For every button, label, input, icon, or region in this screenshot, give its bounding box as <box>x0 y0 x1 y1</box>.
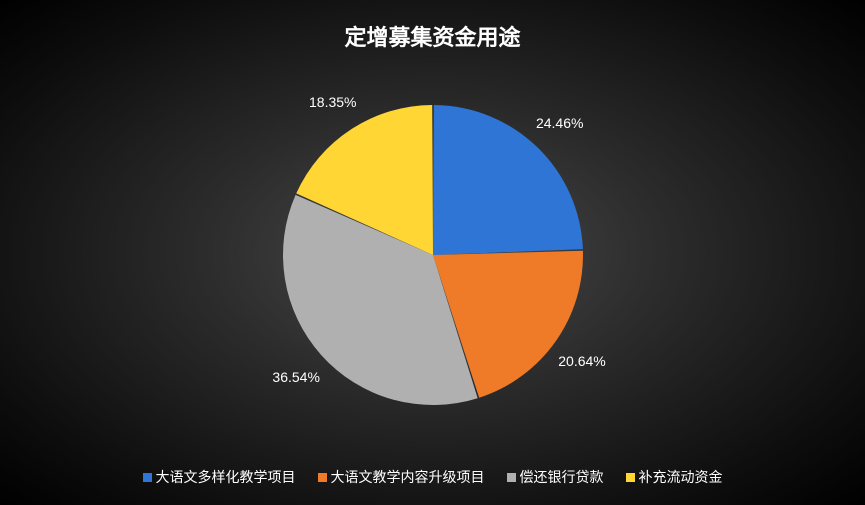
legend-label: 大语文多样化教学项目 <box>156 467 296 487</box>
pct-label: 36.54% <box>272 369 319 385</box>
legend-label: 偿还银行贷款 <box>520 467 604 487</box>
legend-item: 大语文多样化教学项目 <box>143 467 296 487</box>
legend-label: 补充流动资金 <box>639 467 723 487</box>
chart-title: 定增募集资金用途 <box>0 20 865 52</box>
legend-swatch <box>626 473 635 482</box>
legend-swatch <box>143 473 152 482</box>
pie-chart: 24.46%20.64%36.54%18.35% <box>268 90 598 420</box>
pct-label: 18.35% <box>309 94 356 110</box>
legend: 大语文多样化教学项目 大语文教学内容升级项目 偿还银行贷款 补充流动资金 <box>0 467 865 487</box>
legend-swatch <box>507 473 516 482</box>
legend-item: 大语文教学内容升级项目 <box>318 467 485 487</box>
legend-item: 偿还银行贷款 <box>507 467 604 487</box>
legend-label: 大语文教学内容升级项目 <box>331 467 485 487</box>
legend-swatch <box>318 473 327 482</box>
legend-item: 补充流动资金 <box>626 467 723 487</box>
pct-label: 20.64% <box>558 353 605 369</box>
pct-label: 24.46% <box>536 115 583 131</box>
